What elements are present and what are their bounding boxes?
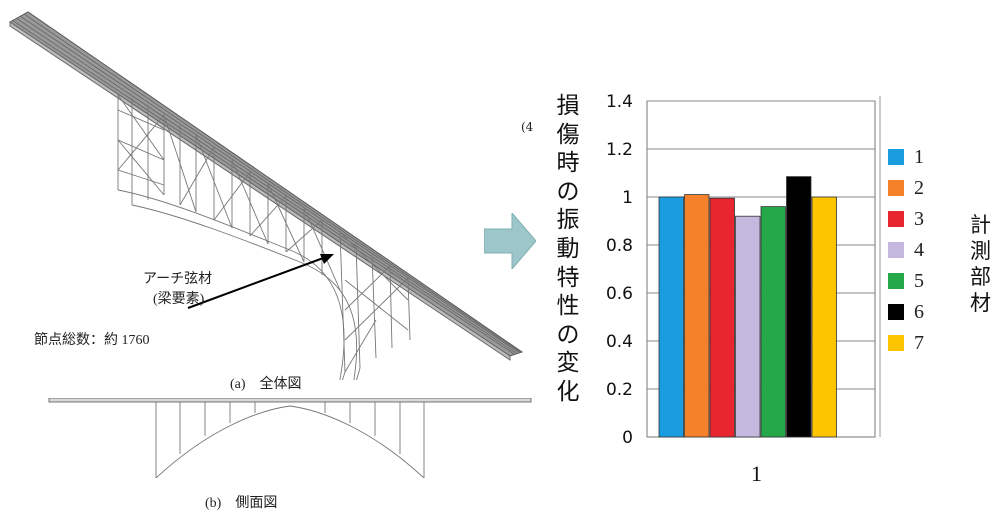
bar-series-7 <box>812 197 837 437</box>
legend-label: 4 <box>914 239 924 262</box>
legend-swatch <box>888 149 904 165</box>
legend-label: 1 <box>914 146 924 169</box>
legend-label: 2 <box>914 177 924 200</box>
legend-label: 6 <box>914 301 924 324</box>
bar-series-4 <box>736 216 761 437</box>
legend-label: 5 <box>914 270 924 293</box>
legend-item: 4 <box>888 239 924 261</box>
legend-swatch <box>888 335 904 351</box>
x-category-label: 1 <box>751 461 762 486</box>
legend-item: 3 <box>888 208 924 230</box>
y-tick-label: 0.6 <box>606 284 633 304</box>
legend-title-char: 測 <box>970 238 992 264</box>
legend-label: 3 <box>914 208 924 231</box>
y-tick-label: 1.4 <box>606 92 633 112</box>
y-tick-label: 0.4 <box>606 332 633 352</box>
y-tick-label: 1 <box>622 188 633 208</box>
legend-swatch <box>888 211 904 227</box>
legend-swatch <box>888 273 904 289</box>
legend-title-char: 部 <box>970 264 992 290</box>
legend-title-char: 計 <box>970 212 992 238</box>
legend-item: 5 <box>888 270 924 292</box>
legend-swatch <box>888 304 904 320</box>
legend-item: 1 <box>888 146 924 168</box>
y-tick-label: 1.2 <box>606 140 633 160</box>
legend-item: 2 <box>888 177 924 199</box>
bar-series-1 <box>659 197 684 437</box>
y-tick-label: 0.8 <box>606 236 633 256</box>
y-tick-label: 0.2 <box>606 380 633 400</box>
bar-series-2 <box>685 195 710 437</box>
bar-series-3 <box>710 198 735 437</box>
legend-title: 計測部材 <box>970 212 992 316</box>
legend-title-char: 材 <box>970 290 992 316</box>
y-tick-label: 0 <box>622 428 633 448</box>
legend-item: 6 <box>888 301 924 323</box>
bar-series-5 <box>761 207 786 437</box>
legend-label: 7 <box>914 332 924 355</box>
legend-item: 7 <box>888 332 924 354</box>
legend-swatch <box>888 180 904 196</box>
bar-series-6 <box>787 177 812 437</box>
legend-swatch <box>888 242 904 258</box>
